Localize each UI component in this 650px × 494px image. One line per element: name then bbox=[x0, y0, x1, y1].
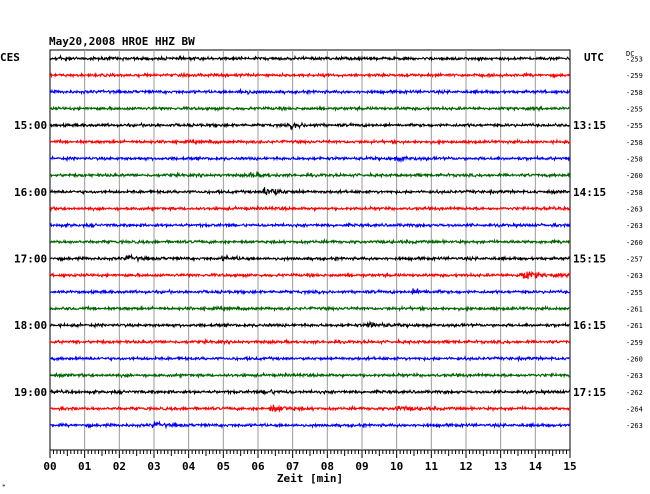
trace-line bbox=[49, 404, 571, 413]
dc-offset-label: -260 bbox=[626, 356, 643, 364]
left-hour-label: 15:00 bbox=[14, 119, 47, 132]
right-hour-label: 14:15 bbox=[573, 186, 606, 199]
dc-offset-label: -263 bbox=[626, 422, 643, 430]
dc-offset-label: -258 bbox=[626, 139, 643, 147]
trace-line bbox=[49, 204, 571, 213]
dc-offset-label: -260 bbox=[626, 239, 643, 247]
trace-line bbox=[49, 253, 571, 264]
dc-offset-label: -255 bbox=[626, 122, 643, 130]
seismic-traces bbox=[49, 54, 571, 430]
x-tick-label: 08 bbox=[321, 460, 334, 473]
x-tick-label: 05 bbox=[217, 460, 230, 473]
trace-line bbox=[49, 371, 571, 380]
trace-line bbox=[49, 304, 571, 313]
left-timezone-label: CES bbox=[0, 51, 20, 64]
right-hour-label: 13:15 bbox=[573, 119, 606, 132]
dc-offset-label: -253 bbox=[626, 56, 643, 64]
x-tick-label: 15 bbox=[563, 460, 576, 473]
trace-line bbox=[49, 71, 571, 79]
trace-line bbox=[49, 187, 571, 197]
dc-offset-label: -255 bbox=[626, 289, 643, 297]
x-tick-label: 13 bbox=[494, 460, 507, 473]
dc-offset-header: DC bbox=[626, 50, 634, 58]
dc-offset-label: -261 bbox=[626, 322, 643, 330]
dc-offset-labels: -253 -259 -258 -255 -255 -258 -258 -260 -258 -263… bbox=[626, 56, 643, 431]
trace-line bbox=[49, 288, 571, 296]
x-tick-label: 03 bbox=[147, 460, 160, 473]
trace-line bbox=[49, 320, 571, 329]
x-tick-label: 11 bbox=[425, 460, 439, 473]
trace-line bbox=[49, 420, 571, 430]
dc-offset-label: -259 bbox=[626, 72, 643, 80]
chart-title: May20,2008 HROE HHZ BW bbox=[49, 35, 195, 48]
trace-line bbox=[49, 154, 571, 164]
x-tick-label: 10 bbox=[390, 460, 403, 473]
right-hour-label: 15:15 bbox=[573, 253, 606, 266]
left-hour-label: 18:00 bbox=[14, 319, 47, 332]
trace-line bbox=[49, 337, 571, 346]
trace-line bbox=[49, 355, 571, 363]
trace-line bbox=[49, 221, 571, 229]
plot-grid bbox=[49, 49, 571, 451]
x-tick-label: 06 bbox=[251, 460, 265, 473]
left-hour-label: 19:00 bbox=[14, 386, 47, 399]
trace-line bbox=[49, 270, 571, 280]
trace-line bbox=[49, 237, 571, 246]
x-tick-label: 09 bbox=[355, 460, 368, 473]
dc-offset-label: -258 bbox=[626, 189, 643, 197]
dc-offset-label: -263 bbox=[626, 372, 643, 380]
trace-line bbox=[49, 388, 571, 397]
x-tick-label: 14 bbox=[529, 460, 543, 473]
dc-offset-label: -263 bbox=[626, 206, 643, 214]
dc-offset-label: -261 bbox=[626, 306, 643, 314]
left-hour-label: 16:00 bbox=[14, 186, 47, 199]
trace-line bbox=[49, 54, 571, 63]
right-hour-labels: 13:15 14:15 15:15 16:15 17:15 bbox=[573, 119, 606, 399]
corner-mark: ⁍ bbox=[2, 482, 6, 490]
x-axis-label: Zeit [min] bbox=[277, 472, 343, 485]
dc-offset-label: -259 bbox=[626, 339, 643, 347]
x-tick-label: 12 bbox=[459, 460, 472, 473]
dc-offset-label: -264 bbox=[626, 406, 643, 414]
dc-offset-label: -257 bbox=[626, 256, 643, 264]
left-hour-label: 17:00 bbox=[14, 253, 47, 266]
right-hour-label: 17:15 bbox=[573, 386, 606, 399]
x-axis: 00 01 02 03 04 05 06 07 08 09 10 11 12 13 14 15 bbox=[43, 450, 577, 473]
x-tick-label: 02 bbox=[113, 460, 126, 473]
dc-offset-label: -260 bbox=[626, 172, 643, 180]
dc-offset-label: -255 bbox=[626, 106, 643, 114]
right-hour-label: 16:15 bbox=[573, 319, 606, 332]
dc-offset-label: -258 bbox=[626, 156, 643, 164]
trace-line bbox=[49, 87, 571, 96]
x-tick-label: 07 bbox=[286, 460, 299, 473]
right-timezone-label: UTC bbox=[584, 51, 604, 64]
trace-line bbox=[49, 105, 571, 113]
dc-offset-label: -263 bbox=[626, 272, 643, 280]
x-tick-label: 00 bbox=[43, 460, 56, 473]
x-tick-label: 01 bbox=[78, 460, 92, 473]
trace-line bbox=[49, 121, 571, 131]
trace-line bbox=[49, 171, 571, 179]
x-tick-label: 04 bbox=[182, 460, 196, 473]
dc-offset-label: -262 bbox=[626, 389, 643, 397]
dc-offset-label: -258 bbox=[626, 89, 643, 97]
trace-line bbox=[49, 138, 571, 146]
left-hour-labels: 15:00 16:00 17:00 18:00 19:00 bbox=[14, 119, 47, 399]
dc-offset-label: -263 bbox=[626, 222, 643, 230]
